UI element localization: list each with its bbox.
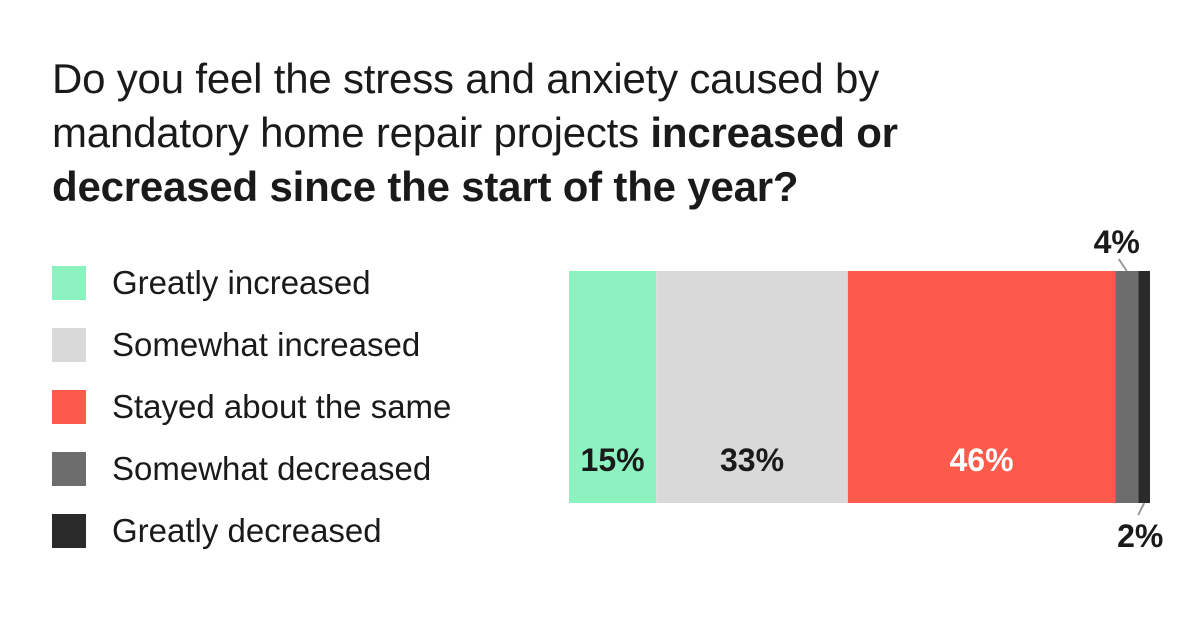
callout-line-greatly-decreased — [1137, 502, 1146, 516]
bar-label-somewhat-increased: 33% — [720, 442, 784, 478]
legend-label: Greatly increased — [112, 264, 371, 301]
bar-label-greatly-increased: 15% — [581, 442, 645, 478]
bar-label-somewhat-decreased: 4% — [1094, 224, 1140, 260]
legend-swatch-greatly-increased — [52, 266, 86, 300]
legend-item-greatly-increased: Greatly increased — [52, 252, 451, 314]
legend-item-greatly-decreased: Greatly decreased — [52, 500, 451, 562]
legend-label: Stayed about the same — [112, 388, 452, 425]
legend-swatch-stayed-same — [52, 390, 86, 424]
bar-segment-somewhat-decreased — [1115, 271, 1139, 503]
legend-label: Somewhat increased — [112, 326, 421, 363]
legend-item-somewhat-decreased: Somewhat decreased — [52, 438, 451, 500]
title-bold: increased or decreased since the start o… — [52, 109, 898, 210]
bar-label-stayed-same: 46% — [949, 442, 1013, 478]
bar-segment-somewhat-increased — [656, 271, 848, 503]
bar-label-greatly-decreased: 2% — [1117, 518, 1163, 554]
legend-swatch-somewhat-decreased — [52, 452, 86, 486]
bar-segment-greatly-decreased — [1138, 271, 1150, 503]
legend-label: Greatly decreased — [112, 512, 382, 549]
callout-line-somewhat-decreased — [1117, 258, 1128, 272]
chart-title: Do you feel the stress and anxiety cause… — [52, 52, 1052, 214]
title-regular: Do you feel the stress and anxiety cause… — [52, 55, 880, 156]
bar-segment-stayed-same — [847, 271, 1116, 503]
legend-item-stayed-same: Stayed about the same — [52, 376, 451, 438]
bar-segment-greatly-increased — [569, 271, 657, 503]
legend-item-somewhat-increased: Somewhat increased — [52, 314, 451, 376]
legend-label: Somewhat decreased — [112, 450, 432, 487]
legend: Greatly increased Somewhat increased Sta… — [52, 252, 451, 562]
legend-swatch-greatly-decreased — [52, 514, 86, 548]
legend-swatch-somewhat-increased — [52, 328, 86, 362]
